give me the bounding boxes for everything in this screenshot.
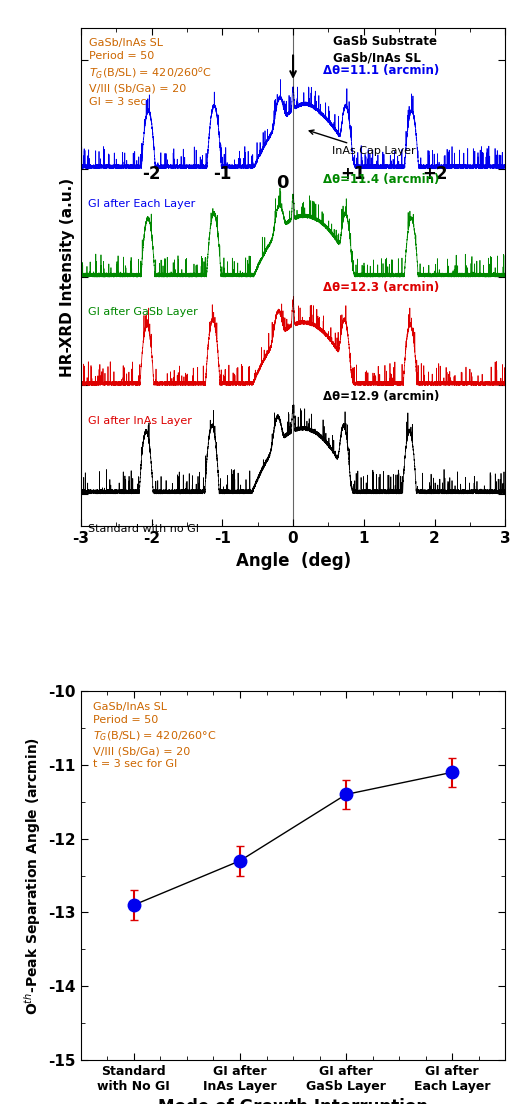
- Text: Δθ=11.1 (arcmin): Δθ=11.1 (arcmin): [323, 64, 439, 77]
- Text: +1: +1: [341, 164, 366, 182]
- Text: GaSb/InAs SL
Period = 50
$T_G$(B/SL) = 420/260°C
V/III (Sb/Ga) = 20
t = 3 sec fo: GaSb/InAs SL Period = 50 $T_G$(B/SL) = 4…: [93, 702, 217, 769]
- Text: -2: -2: [142, 164, 161, 182]
- Text: GI after Each Layer: GI after Each Layer: [88, 199, 195, 209]
- Text: -1: -1: [213, 164, 231, 182]
- Text: GaSb/InAs SL
Period = 50
$T_G$(B/SL) = 420/260$^o$C
V/III (Sb/Ga) = 20
GI = 3 se: GaSb/InAs SL Period = 50 $T_G$(B/SL) = 4…: [89, 38, 212, 107]
- Text: GI after GaSb Layer: GI after GaSb Layer: [88, 307, 197, 317]
- X-axis label: Mode of Growth Interruption: Mode of Growth Interruption: [158, 1098, 428, 1104]
- Text: Δθ=11.4 (arcmin): Δθ=11.4 (arcmin): [323, 173, 439, 185]
- Text: Δθ=12.3 (arcmin): Δθ=12.3 (arcmin): [323, 282, 439, 295]
- Text: Δθ=12.9 (arcmin): Δθ=12.9 (arcmin): [323, 390, 439, 403]
- Text: GaSb Substrate
GaSb/InAs SL: GaSb Substrate GaSb/InAs SL: [333, 35, 438, 64]
- Text: GI after InAs Layer: GI after InAs Layer: [88, 416, 192, 426]
- Text: 0: 0: [276, 174, 289, 192]
- X-axis label: Angle  (deg): Angle (deg): [235, 552, 351, 570]
- Y-axis label: HR-XRD Intensity (a.u.): HR-XRD Intensity (a.u.): [60, 178, 75, 376]
- Text: Standard with no GI: Standard with no GI: [88, 524, 199, 534]
- Y-axis label: O$^{th}$-Peak Separation Angle (arcmin): O$^{th}$-Peak Separation Angle (arcmin): [22, 736, 43, 1015]
- Text: InAs Cap Layer: InAs Cap Layer: [309, 130, 416, 157]
- Text: +2: +2: [422, 164, 448, 182]
